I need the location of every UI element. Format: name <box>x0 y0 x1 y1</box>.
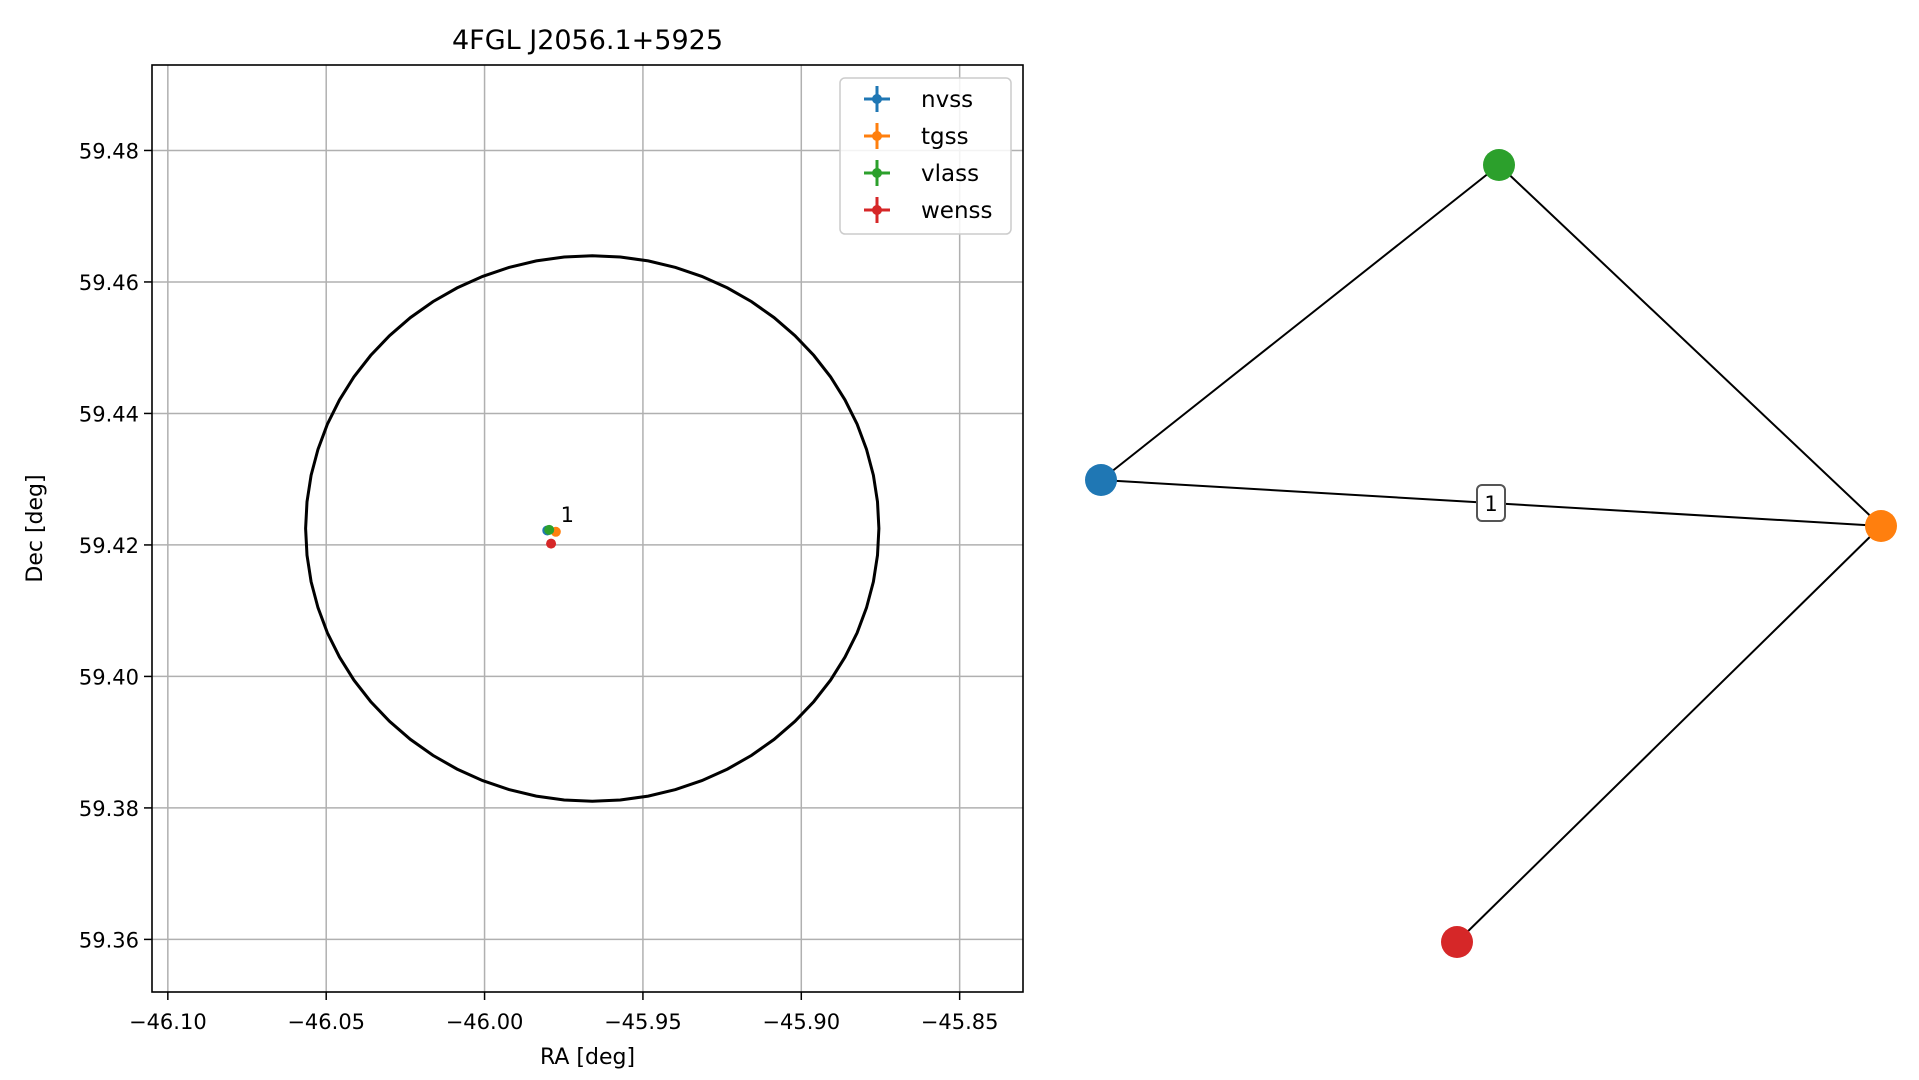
x-axis-label: RA [deg] <box>540 1045 635 1070</box>
x-tick-label: −46.05 <box>287 1010 365 1034</box>
error-ellipse <box>304 254 881 803</box>
plot-title: 4FGL J2056.1+5925 <box>452 25 723 56</box>
edge-vlass-tgss <box>1498 164 1882 527</box>
match-graph: 1 <box>1085 149 1897 958</box>
legend-label-nvss: nvss <box>921 87 973 113</box>
graph-edge-labels: 1 <box>1476 484 1506 522</box>
y-tick-label: 59.48 <box>79 139 139 163</box>
x-tick-label: −45.85 <box>921 1010 999 1034</box>
legend-marker-wenss <box>872 205 882 215</box>
legend-label-tgss: tgss <box>921 124 969 150</box>
x-tick-label: −46.10 <box>129 1010 207 1034</box>
node-vlass <box>1483 149 1515 181</box>
y-tick-label: 59.44 <box>79 402 139 426</box>
x-tick-label: −45.95 <box>604 1010 682 1034</box>
match-annotation: 1 <box>561 503 574 527</box>
y-tick-label: 59.36 <box>79 928 139 952</box>
legend-frame <box>839 77 1012 235</box>
edge-label: 1 <box>1484 492 1497 516</box>
marker-wenss <box>546 538 557 549</box>
legend-label-vlass: vlass <box>921 161 979 187</box>
y-tick-label: 59.40 <box>79 665 139 689</box>
graph-nodes <box>1085 149 1897 958</box>
edge-label-box <box>1476 484 1506 522</box>
node-wenss <box>1441 926 1473 958</box>
plot-frame <box>151 64 1024 993</box>
legend-marker-tgss <box>872 131 882 141</box>
x-tick-label: −45.90 <box>762 1010 840 1034</box>
marker-vlass <box>544 524 555 535</box>
legend-marker-nvss <box>872 94 882 104</box>
legend-label-wenss: wenss <box>921 198 993 224</box>
edge-tgss-wenss <box>1456 525 1882 943</box>
y-tick-label: 59.38 <box>79 797 139 821</box>
y-tick-label: 59.42 <box>79 534 139 558</box>
y-tick-label: 59.46 <box>79 271 139 295</box>
position-plot: 1 −46.10 −46.05 −46.00 −45.95 −45.90 −45.85 59… <box>23 25 1024 1070</box>
ticks: −46.10 −46.05 −46.00 −45.95 −45.90 −45.85 59.3… <box>79 139 999 1034</box>
legend: nvss tgss vlass wenss <box>839 77 1012 235</box>
source-markers <box>542 524 561 549</box>
node-tgss <box>1865 510 1897 542</box>
y-axis-label: Dec [deg] <box>23 474 48 582</box>
node-nvss <box>1085 464 1117 496</box>
annotations: 1 <box>561 503 574 527</box>
legend-marker-vlass <box>872 168 882 178</box>
x-tick-label: −46.00 <box>446 1010 524 1034</box>
error-ellipse-layer <box>304 254 881 803</box>
edge-nvss-vlass <box>1100 164 1500 481</box>
